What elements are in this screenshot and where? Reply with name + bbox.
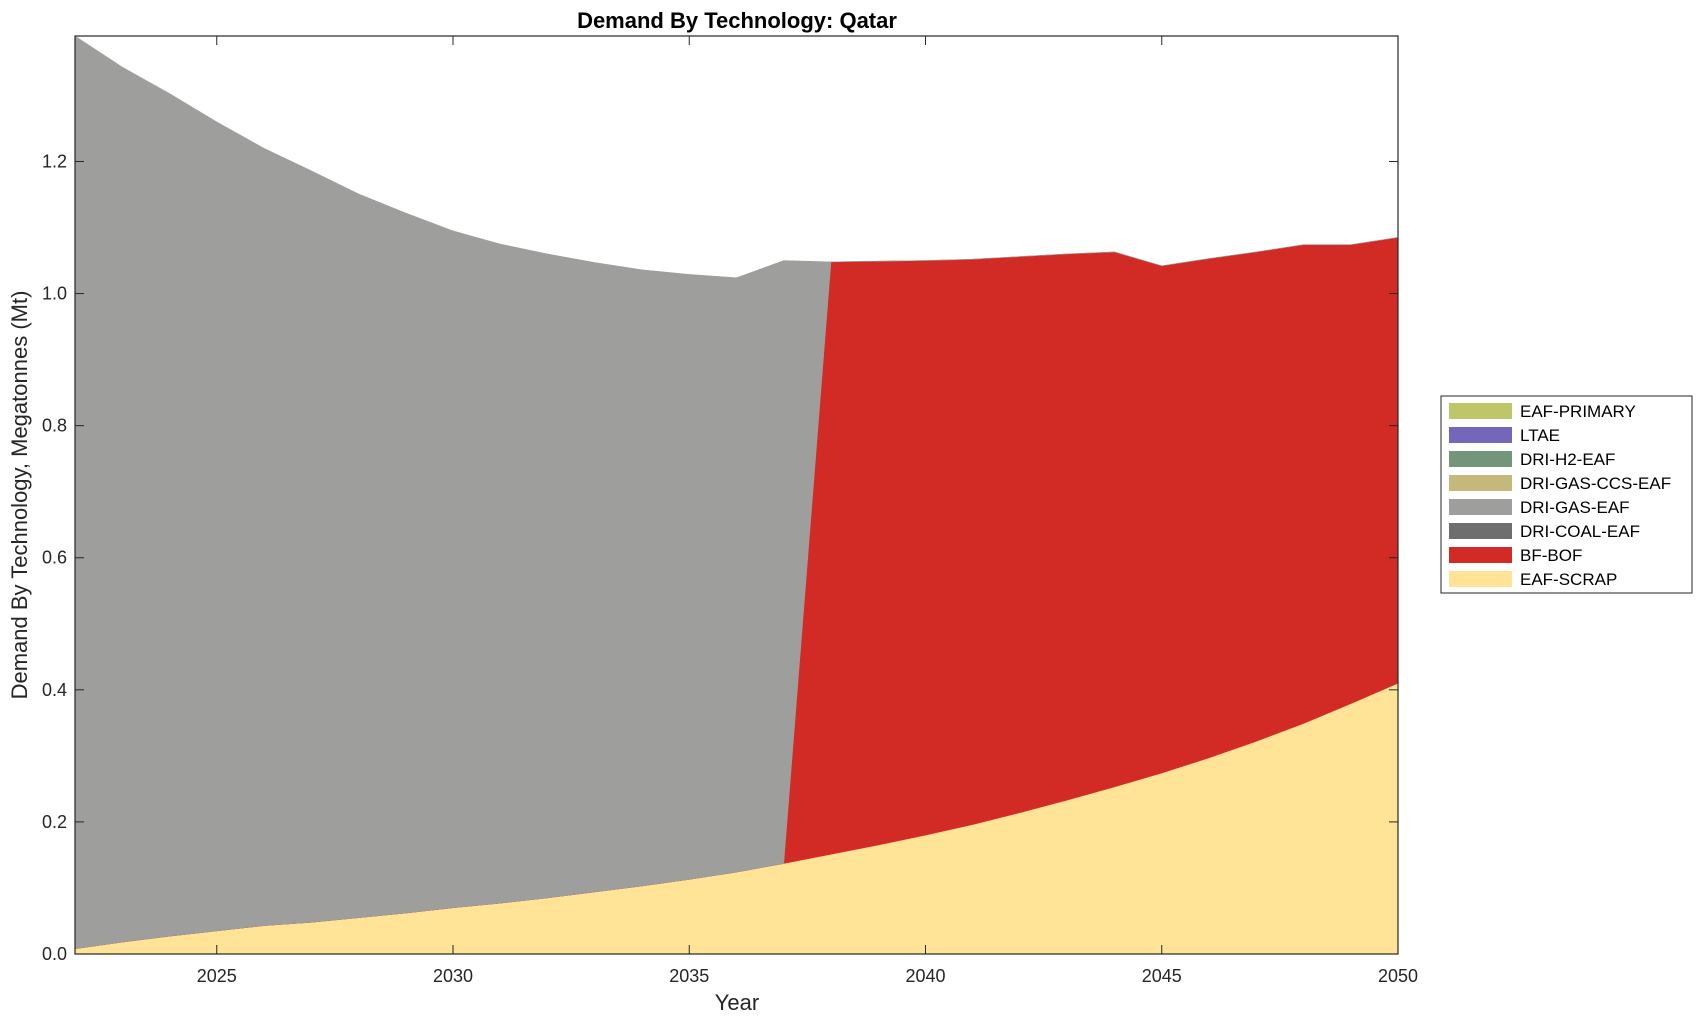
x-tick-label: 2045 — [1142, 966, 1182, 986]
legend-swatch-ltae — [1449, 427, 1512, 443]
legend-label-bf-bof: BF-BOF — [1520, 546, 1582, 565]
plot-frame — [74, 35, 1399, 955]
legend-swatch-eaf-scrap — [1449, 571, 1512, 587]
legend-label-ltae: LTAE — [1520, 426, 1560, 445]
y-tick-label: 0.8 — [42, 416, 67, 436]
area-dri-gas-eaf — [74, 35, 1399, 950]
legend: EAF-PRIMARY LTAE DRI-H2-EAF DRI-GAS-CCS-EAF… — [1440, 395, 1693, 594]
legend-swatch-eaf-primary — [1449, 403, 1512, 419]
x-tick-label: 2050 — [1378, 966, 1418, 986]
y-tick-label: 0.4 — [42, 680, 67, 700]
chart-title: Demand By Technology: Qatar — [577, 8, 897, 33]
y-tick-label: 1.0 — [42, 284, 67, 304]
legend-label-dri-coal-eaf: DRI-COAL-EAF — [1520, 522, 1640, 541]
legend-swatch-dri-gas-eaf — [1449, 499, 1512, 515]
legend-swatch-dri-coal-eaf — [1449, 523, 1512, 539]
y-tick-label: 0.0 — [42, 944, 67, 964]
legend-swatch-bf-bof — [1449, 547, 1512, 563]
y-tick-label: 1.2 — [42, 151, 67, 171]
y-axis-ticks: 0.0 0.2 0.4 0.6 0.8 1.0 1.2 — [42, 151, 1398, 964]
area-series-group — [74, 35, 1399, 955]
y-axis-label: Demand By Technology, Megatonnes (Mt) — [7, 291, 32, 700]
x-axis-ticks: 2025 2030 2035 2040 2045 2050 — [197, 36, 1418, 986]
x-tick-label: 2030 — [433, 966, 473, 986]
y-tick-label: 0.6 — [42, 548, 67, 568]
legend-label-eaf-primary: EAF-PRIMARY — [1520, 402, 1636, 421]
legend-label-dri-gas-ccs-eaf: DRI-GAS-CCS-EAF — [1520, 474, 1671, 493]
x-axis-label: Year — [715, 990, 759, 1015]
x-tick-label: 2040 — [905, 966, 945, 986]
x-tick-label: 2025 — [197, 966, 237, 986]
y-tick-label: 0.2 — [42, 812, 67, 832]
legend-label-dri-gas-eaf: DRI-GAS-EAF — [1520, 498, 1630, 517]
legend-label-eaf-scrap: EAF-SCRAP — [1520, 570, 1617, 589]
legend-label-dri-h2-eaf: DRI-H2-EAF — [1520, 450, 1615, 469]
x-tick-label: 2035 — [669, 966, 709, 986]
legend-swatch-dri-h2-eaf — [1449, 451, 1512, 467]
legend-swatch-dri-gas-ccs-eaf — [1449, 475, 1512, 491]
